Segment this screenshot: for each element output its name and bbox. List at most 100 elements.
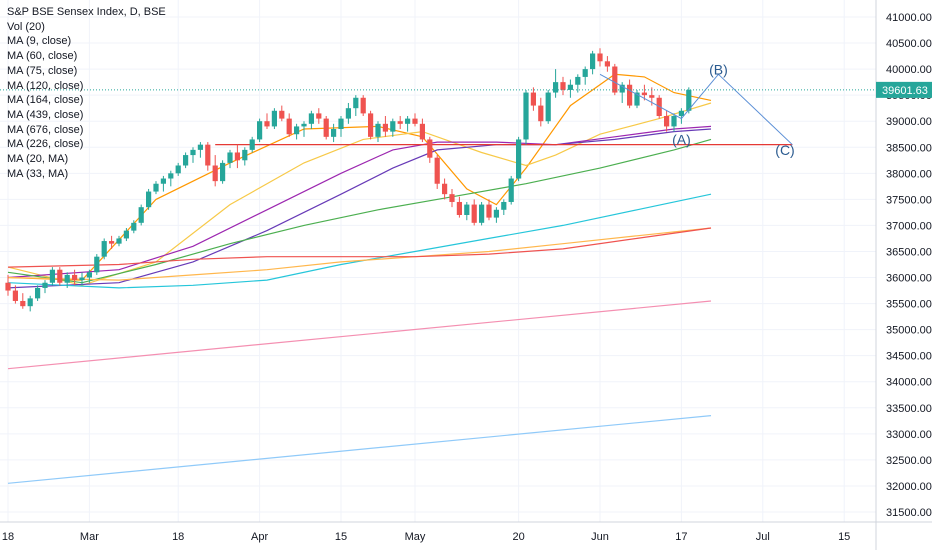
candle-body — [449, 194, 455, 202]
indicator-label[interactable]: MA (20, MA) — [7, 153, 69, 166]
candle — [123, 228, 129, 242]
time-axis[interactable]: 18 Mar 18 Apr 15 May 20 Jun 17 Jul 15 — [0, 521, 932, 543]
candle-body — [368, 113, 374, 137]
candle-body — [109, 241, 115, 244]
candle-body — [419, 123, 425, 140]
candle — [612, 63, 618, 96]
candle — [479, 201, 485, 226]
candle-body — [42, 282, 48, 288]
moving-average-line — [7, 73, 712, 281]
candle — [456, 196, 462, 218]
candle-body — [323, 118, 329, 137]
candle — [419, 118, 425, 143]
price-tick-label: 41000.00 — [886, 12, 932, 24]
candle-body — [72, 274, 78, 281]
candle-body — [575, 76, 581, 85]
candle — [671, 113, 677, 132]
wave-projection-line[interactable] — [599, 73, 793, 146]
candle-body — [553, 82, 559, 93]
candle-body — [523, 92, 529, 140]
candle — [212, 155, 218, 187]
indicator-label[interactable]: MA (75, close) — [7, 64, 78, 77]
candle — [575, 74, 581, 93]
indicator-label[interactable]: MA (120, close) — [7, 79, 84, 92]
candle-body — [264, 121, 270, 127]
wave-label: (B) — [709, 61, 728, 77]
candle — [641, 84, 647, 101]
candle-body — [138, 207, 144, 223]
indicator-label[interactable]: MA (676, close) — [7, 123, 84, 136]
candle — [27, 295, 33, 312]
candle — [86, 269, 92, 283]
indicator-label[interactable]: MA (60, close) — [7, 50, 78, 63]
price-tick-label: 36000.00 — [886, 273, 932, 285]
candle-body — [234, 152, 240, 161]
candle — [553, 69, 559, 98]
candle — [471, 199, 477, 226]
candle — [434, 155, 440, 189]
time-tick-label: 18 — [2, 531, 14, 543]
candle-body — [242, 149, 248, 161]
wave-label: (C) — [775, 142, 794, 158]
candle-body — [5, 282, 11, 291]
candle-body — [190, 149, 196, 156]
price-tick-label: 34000.00 — [886, 377, 932, 389]
indicator-label[interactable]: MA (439, close) — [7, 108, 84, 121]
candle — [590, 50, 596, 75]
wave-projection[interactable] — [599, 73, 793, 146]
candle-body — [131, 222, 137, 231]
candle — [627, 79, 633, 109]
candle-body — [94, 256, 100, 273]
candle-body — [434, 157, 440, 184]
candle-body — [345, 108, 351, 119]
candle — [375, 121, 381, 143]
candle — [294, 123, 300, 140]
candle-body — [49, 269, 55, 283]
price-tick-label: 40500.00 — [886, 38, 932, 50]
indicator-label[interactable]: MA (33, MA) — [7, 167, 69, 180]
candle — [20, 293, 26, 309]
price-axis[interactable]: 41000.0040500.0040000.0039500.0039000.00… — [875, 0, 932, 550]
candle-body — [590, 53, 596, 70]
indicator-label[interactable]: Vol (20) — [7, 20, 45, 33]
candle — [449, 188, 455, 208]
indicator-label[interactable]: MA (226, close) — [7, 138, 84, 151]
moving-average-line — [7, 415, 712, 484]
candle-body — [123, 230, 129, 239]
candle-body — [604, 61, 610, 67]
price-tick-label: 39000.00 — [886, 116, 932, 128]
moving-average-line — [7, 227, 712, 281]
chart-title[interactable]: S&P BSE Sensex Index, D, BSE — [7, 6, 166, 18]
candle — [57, 267, 63, 286]
candle-body — [471, 204, 477, 223]
candle — [567, 79, 573, 98]
candle — [168, 170, 174, 187]
indicator-label[interactable]: MA (9, close) — [7, 35, 72, 48]
candle-body — [286, 118, 292, 135]
candle-body — [64, 274, 70, 283]
candle-body — [442, 183, 448, 195]
candle-body — [508, 178, 514, 202]
candle — [286, 113, 292, 137]
candle-body — [316, 113, 322, 119]
candle-body — [464, 204, 470, 215]
candle — [412, 113, 418, 127]
candle — [175, 162, 181, 176]
price-tick-label: 35500.00 — [886, 299, 932, 311]
time-tick-label: Jun — [591, 531, 609, 543]
candle — [5, 274, 11, 296]
candle-body — [493, 209, 499, 218]
indicator-legend: S&P BSE Sensex Index, D, BSE Vol (20) MA… — [7, 5, 166, 181]
indicator-label[interactable]: MA (164, close) — [7, 94, 84, 107]
candle — [72, 269, 78, 286]
candle — [442, 178, 448, 200]
candle — [619, 82, 625, 103]
candle-body — [27, 298, 33, 307]
candle — [538, 97, 544, 127]
candle-body — [634, 92, 640, 106]
candle-body — [545, 92, 551, 122]
candle-body — [35, 287, 41, 299]
candle-body — [479, 204, 485, 223]
candle-body — [538, 105, 544, 122]
